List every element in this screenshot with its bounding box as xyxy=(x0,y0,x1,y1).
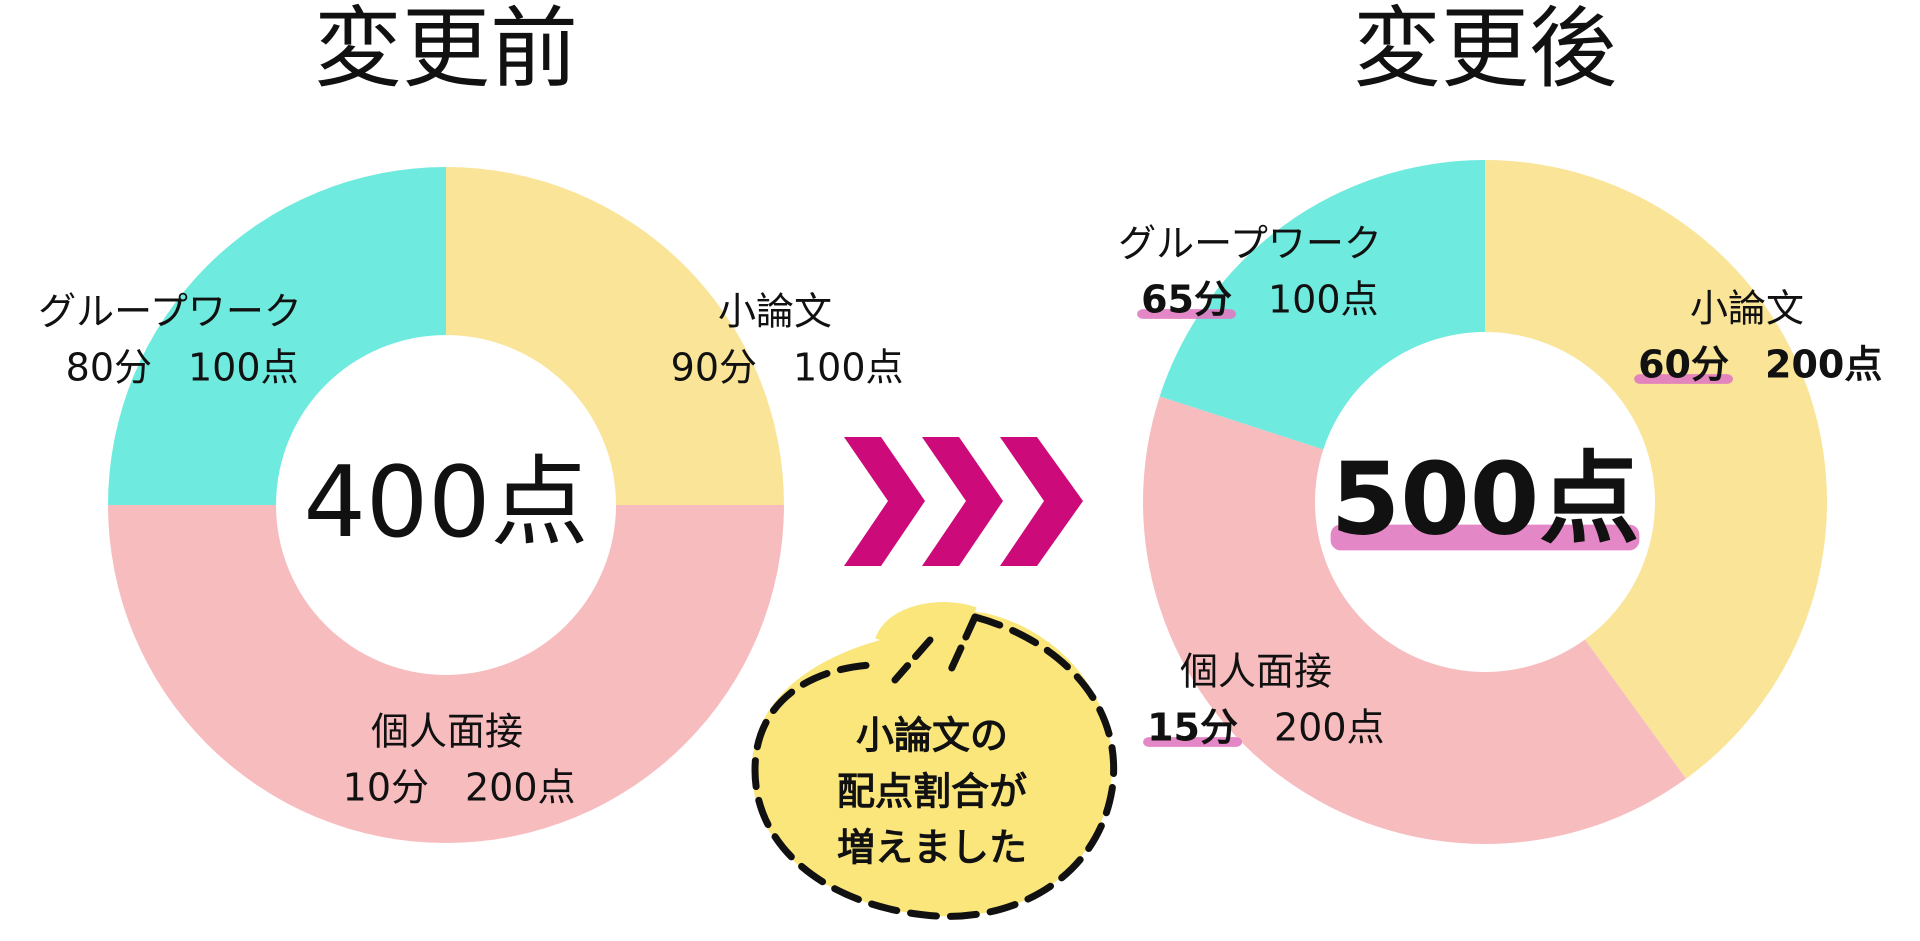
highlight xyxy=(1634,374,1733,384)
value-label: 100点 xyxy=(188,346,299,390)
callout-outline xyxy=(891,613,979,684)
category-label: グループワーク xyxy=(38,290,302,334)
donut-slice xyxy=(108,167,446,505)
value-label: 200点 xyxy=(1274,706,1385,750)
value-label: 200点 xyxy=(465,766,576,810)
callout-tail xyxy=(875,602,977,643)
category-label: 個人面接 xyxy=(1180,650,1332,694)
chevron xyxy=(1000,437,1083,566)
donut-slice xyxy=(446,167,784,505)
callout-text: 配点割合が xyxy=(837,770,1027,814)
callout-bubble xyxy=(752,607,1113,917)
duration-label: 60分 xyxy=(1638,343,1729,387)
duration-label: 90分 xyxy=(671,346,757,390)
duration-label: 80分 xyxy=(66,346,152,390)
value-label: 100点 xyxy=(793,346,904,390)
donut-slice xyxy=(1142,396,1687,845)
callout-outline xyxy=(751,613,1117,920)
callout-text: 小論文の xyxy=(856,714,1008,758)
chart-title: 変更後 xyxy=(1353,0,1617,100)
duration-label: 10分 xyxy=(343,766,429,810)
chart-title: 変更前 xyxy=(314,0,578,100)
arrows xyxy=(844,437,1083,566)
category-label: 個人面接 xyxy=(371,710,523,754)
duration-label: 15分 xyxy=(1147,706,1238,750)
donut-slice xyxy=(108,505,784,843)
highlight xyxy=(1143,737,1242,747)
callout xyxy=(751,602,1117,920)
category-label: 小論文 xyxy=(1690,287,1804,331)
center-label: 500点 xyxy=(1331,440,1640,557)
category-label: 小論文 xyxy=(718,290,832,334)
chevron xyxy=(844,437,925,566)
donut-slice xyxy=(1159,160,1485,450)
duration-label: 65分 xyxy=(1141,278,1232,322)
chevron xyxy=(922,437,1003,566)
highlight xyxy=(1137,309,1236,319)
category-label: グループワーク xyxy=(1118,222,1382,266)
donut-slice xyxy=(1485,160,1827,779)
value-label: 200点 xyxy=(1765,343,1882,387)
value-label: 100点 xyxy=(1268,278,1379,322)
highlight xyxy=(1330,524,1640,551)
callout-text: 増えました xyxy=(837,826,1027,870)
center-label: 400点 xyxy=(303,446,588,560)
